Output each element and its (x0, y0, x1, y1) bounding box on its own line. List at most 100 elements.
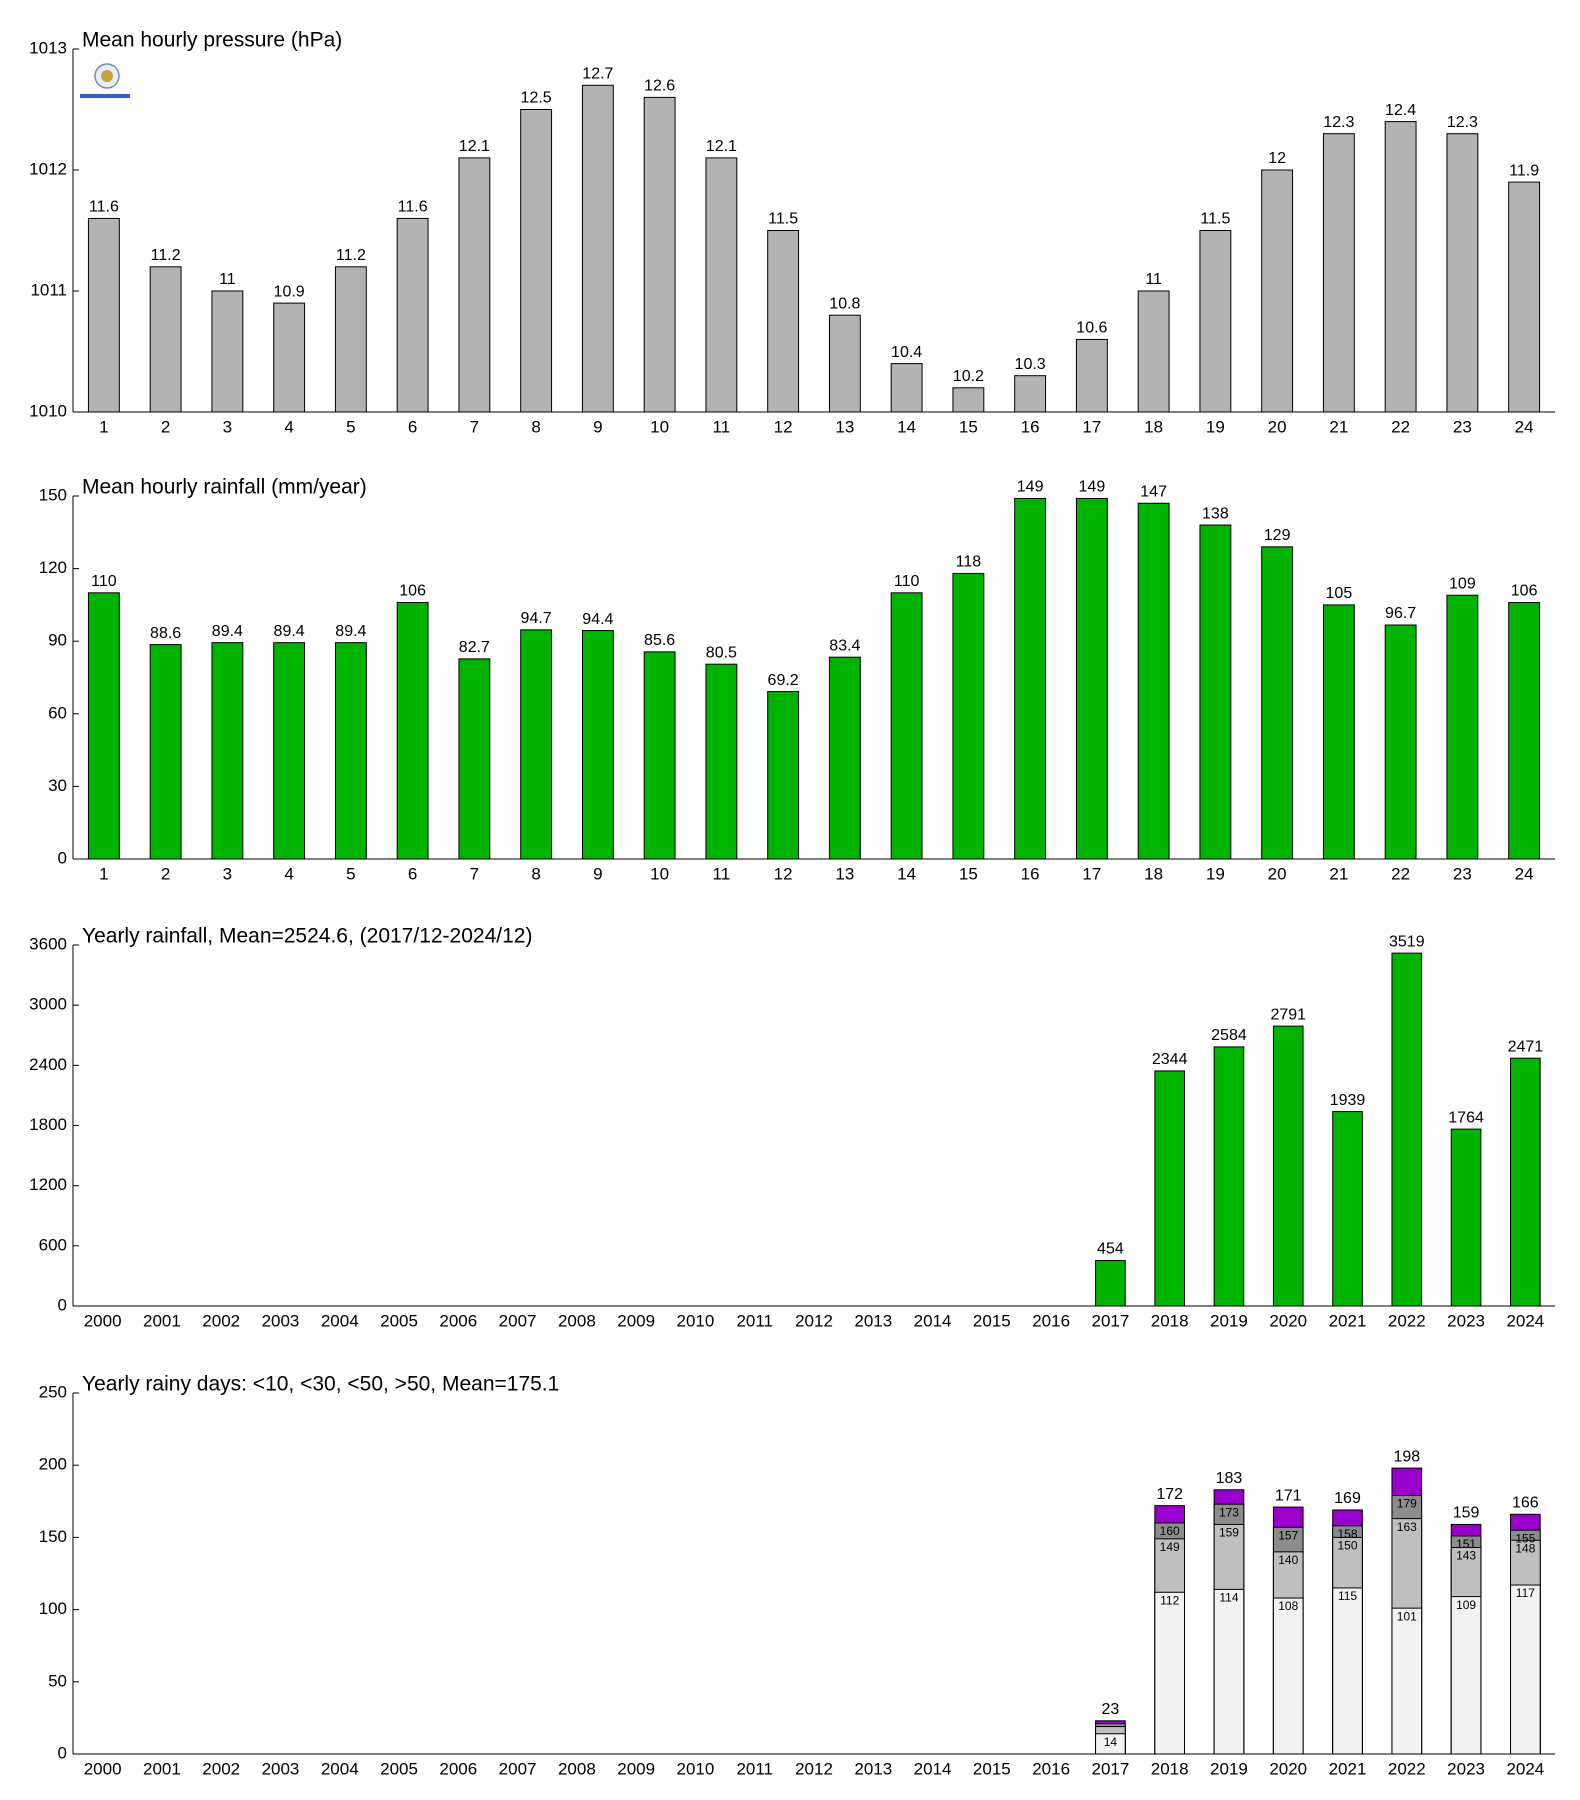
value-label: 11.6 (398, 199, 428, 216)
value-label: 12.5 (521, 90, 552, 107)
bar (211, 290, 244, 413)
bar (1213, 1046, 1245, 1307)
y-tick-label: 250 (39, 1382, 67, 1401)
y-tick-label: 600 (39, 1235, 67, 1254)
y-tick-label: 30 (48, 776, 67, 795)
bar (1075, 338, 1108, 413)
x-tick-label: 2016 (1032, 1759, 1070, 1778)
x-tick-label: 9 (593, 417, 602, 436)
bar (767, 691, 800, 860)
bar (1261, 546, 1294, 860)
value-label: 105 (1326, 585, 1353, 602)
x-tick-label: 2024 (1506, 1311, 1544, 1330)
bar (1154, 1591, 1185, 1755)
x-tick-label: 1 (99, 864, 108, 883)
value-label: 11.2 (151, 247, 181, 264)
x-tick-label: 2009 (617, 1311, 655, 1330)
x-tick-label: 17 (1082, 864, 1101, 883)
bar (1322, 133, 1355, 413)
x-tick-label: 2019 (1210, 1311, 1248, 1330)
x-tick-label: 3 (223, 417, 232, 436)
x-tick-label: 2012 (795, 1311, 833, 1330)
x-tick-label: 2013 (854, 1759, 892, 1778)
x-tick-label: 2019 (1210, 1759, 1248, 1778)
value-label: 108 (1278, 1599, 1298, 1613)
value-label: 147 (1140, 483, 1167, 500)
bar (1384, 624, 1417, 860)
x-tick-label: 18 (1144, 417, 1163, 436)
value-label: 11.9 (1509, 162, 1539, 179)
value-label: 143 (1456, 1549, 1476, 1563)
x-tick-label: 2018 (1151, 1759, 1189, 1778)
value-label: 172 (1156, 1486, 1183, 1503)
value-label: 85.6 (644, 632, 675, 649)
x-tick-label: 2021 (1329, 1759, 1367, 1778)
value-label: 163 (1397, 1520, 1417, 1534)
value-label: 110 (894, 573, 920, 590)
x-tick-label: 2017 (1091, 1759, 1129, 1778)
value-label: 179 (1397, 1497, 1417, 1511)
value-label: 10.9 (274, 283, 305, 300)
bar (334, 266, 367, 413)
value-label: 183 (1216, 1470, 1243, 1487)
value-label: 159 (1453, 1505, 1480, 1522)
bar (396, 601, 429, 860)
x-tick-label: 2005 (380, 1759, 418, 1778)
value-label: 11.6 (89, 199, 119, 216)
x-tick-label: 14 (897, 864, 916, 883)
bar (767, 230, 800, 413)
x-tick-label: 2001 (143, 1759, 181, 1778)
value-label: 69.2 (768, 672, 799, 689)
bar (520, 109, 553, 413)
bar (520, 629, 553, 860)
value-label: 11.5 (1200, 211, 1230, 228)
x-tick-label: 22 (1391, 417, 1410, 436)
value-label: 150 (1338, 1539, 1358, 1553)
value-label: 23 (1102, 1701, 1120, 1718)
x-tick-label: 8 (531, 417, 540, 436)
value-label: 12.3 (1447, 114, 1478, 131)
x-tick-label: 7 (470, 417, 479, 436)
bar (396, 217, 429, 413)
chart-title: Mean hourly rainfall (mm/year) (82, 476, 367, 499)
value-label: 11.2 (336, 247, 366, 264)
bar (705, 663, 738, 860)
y-tick-label: 150 (39, 485, 67, 504)
bar (1199, 524, 1232, 860)
bar (149, 644, 182, 860)
x-tick-label: 10 (650, 864, 669, 883)
y-tick-label: 100 (39, 1599, 67, 1618)
x-tick-label: 2020 (1269, 1759, 1307, 1778)
x-tick-label: 2015 (973, 1311, 1011, 1330)
value-label: 3519 (1389, 933, 1425, 950)
bar (1510, 1057, 1541, 1307)
bar (705, 157, 738, 413)
value-label: 1764 (1448, 1109, 1484, 1126)
x-tick-label: 16 (1021, 417, 1040, 436)
x-tick-label: 20 (1268, 864, 1287, 883)
x-tick-label: 20 (1268, 417, 1287, 436)
x-tick-label: 16 (1021, 864, 1040, 883)
bar (1095, 1259, 1126, 1307)
x-tick-label: 2018 (1151, 1311, 1189, 1330)
x-tick-label: 2000 (84, 1759, 122, 1778)
bar (1450, 1128, 1482, 1307)
value-label: 10.8 (829, 295, 860, 312)
chart-title: Yearly rainfall, Mean=2524.6, (2017/12-2… (82, 925, 532, 948)
value-label: 12.1 (459, 138, 490, 155)
x-tick-label: 2 (161, 864, 170, 883)
bar (581, 84, 614, 413)
x-tick-label: 6 (408, 417, 417, 436)
bar (1322, 604, 1355, 860)
bar (952, 572, 985, 860)
value-label: 89.4 (212, 623, 243, 640)
x-tick-label: 2008 (558, 1759, 596, 1778)
bar (643, 96, 676, 413)
x-tick-label: 22 (1391, 864, 1410, 883)
value-label: 11.5 (768, 211, 798, 228)
value-label: 109 (1456, 1598, 1476, 1612)
value-label: 2471 (1508, 1038, 1544, 1055)
x-tick-label: 9 (593, 864, 602, 883)
x-tick-label: 2006 (439, 1311, 477, 1330)
